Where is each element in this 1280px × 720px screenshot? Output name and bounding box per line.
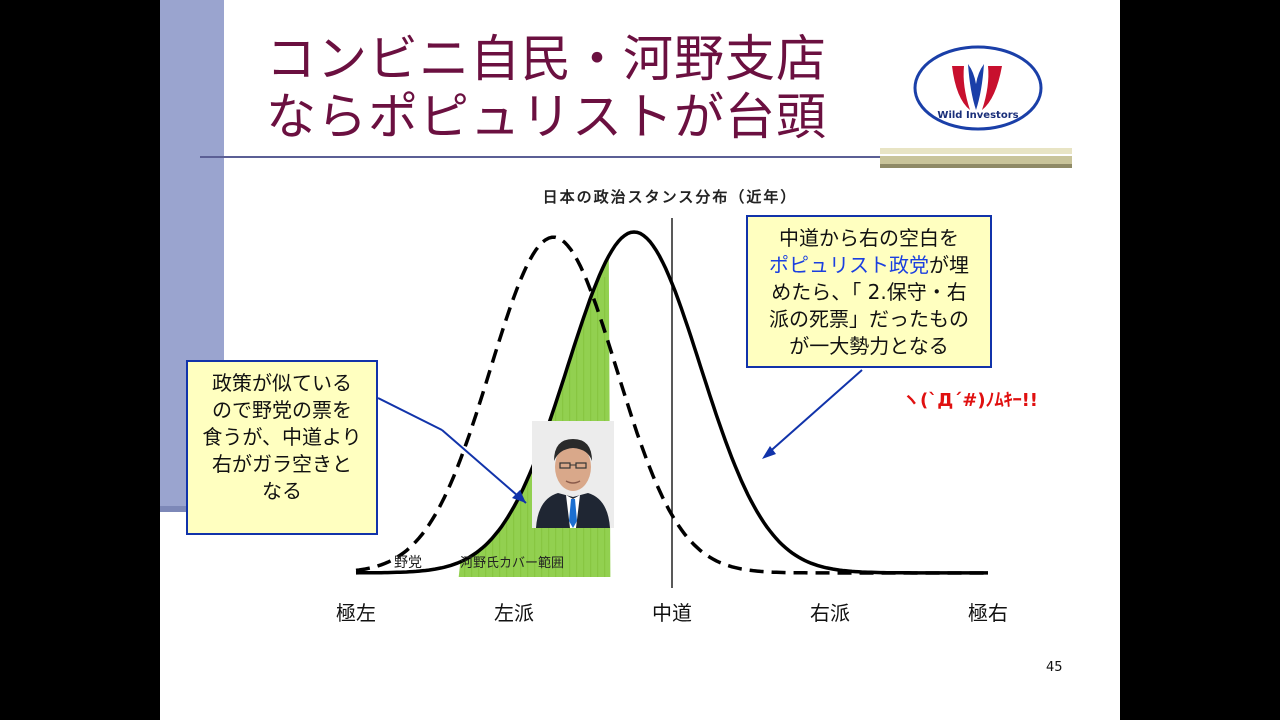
x-tick-label: 極左: [336, 601, 376, 625]
politician-photo: [532, 421, 614, 528]
callout-right-line-3: めたら、「 2.保守・右: [771, 280, 967, 304]
pointer-left: [377, 397, 443, 431]
slide-title: コンビニ自民・河野支店 ならポピュリストが台頭: [266, 30, 916, 146]
populist-party-highlight: ポピュリスト政党: [769, 253, 929, 277]
page-number: 45: [1046, 660, 1063, 675]
x-tick-label: 中道: [652, 601, 692, 625]
x-tick-label: 右派: [810, 601, 850, 625]
x-tick-label: 極右: [968, 601, 1008, 625]
callout-right-line-5: が一大勢力となる: [789, 334, 949, 358]
title-underline-accent: [880, 148, 1072, 168]
portrait-icon: [532, 421, 614, 528]
wild-investors-logo: Wild Investors: [913, 45, 1043, 131]
title-line-2: ならポピュリストが台頭: [266, 88, 827, 146]
x-tick-label: 左派: [494, 601, 534, 625]
callout-right: 中道から右の空白を ポピュリスト政党が埋 めたら、「 2.保守・右 派の死票」だ…: [746, 215, 992, 368]
label-opposition: 野党: [394, 555, 422, 571]
callout-left-line-5: なる: [262, 479, 302, 503]
callout-right-line-1: 中道から右の空白を: [779, 226, 959, 250]
pointer-left-arrowhead: [512, 490, 526, 503]
x-axis-labels: 極左 左派 中道 右派 極右: [336, 601, 1008, 625]
callout-left: 政策が似ている ので野党の票を 食うが、中道より 右がガラ空きと なる: [186, 360, 378, 535]
callout-left-line-2: ので野党の票を: [212, 398, 352, 422]
title-underline: [200, 156, 880, 158]
logo-text: Wild Investors: [937, 110, 1018, 121]
pointer-right: [765, 369, 863, 456]
pointer-right-arrowhead: [762, 446, 776, 459]
callout-left-line-1: 政策が似ている: [212, 371, 352, 395]
slide: コンビニ自民・河野支店 ならポピュリストが台頭 Wild Investors 日…: [160, 0, 1120, 720]
distribution-curve: [355, 230, 988, 575]
callout-right-line-4: 派の死票」だったもの: [769, 307, 969, 331]
callout-right-line-2: ポピュリスト政党が埋: [758, 252, 980, 279]
callout-left-line-4: 右がガラ空きと: [212, 452, 352, 476]
pointer-left-2: [441, 429, 527, 504]
angry-shout-text: ヽ(`Д´#)ﾉﾑｷｰ!!: [902, 390, 1038, 411]
label-kono-range: 河野氏カバー範囲: [460, 556, 564, 571]
title-line-1: コンビニ自民・河野支店: [266, 30, 827, 88]
chart-title: 日本の政治スタンス分布（近年）: [543, 188, 798, 206]
callout-left-line-3: 食うが、中道より: [202, 425, 362, 449]
callout-right-line-2-rest: が埋: [929, 253, 969, 277]
